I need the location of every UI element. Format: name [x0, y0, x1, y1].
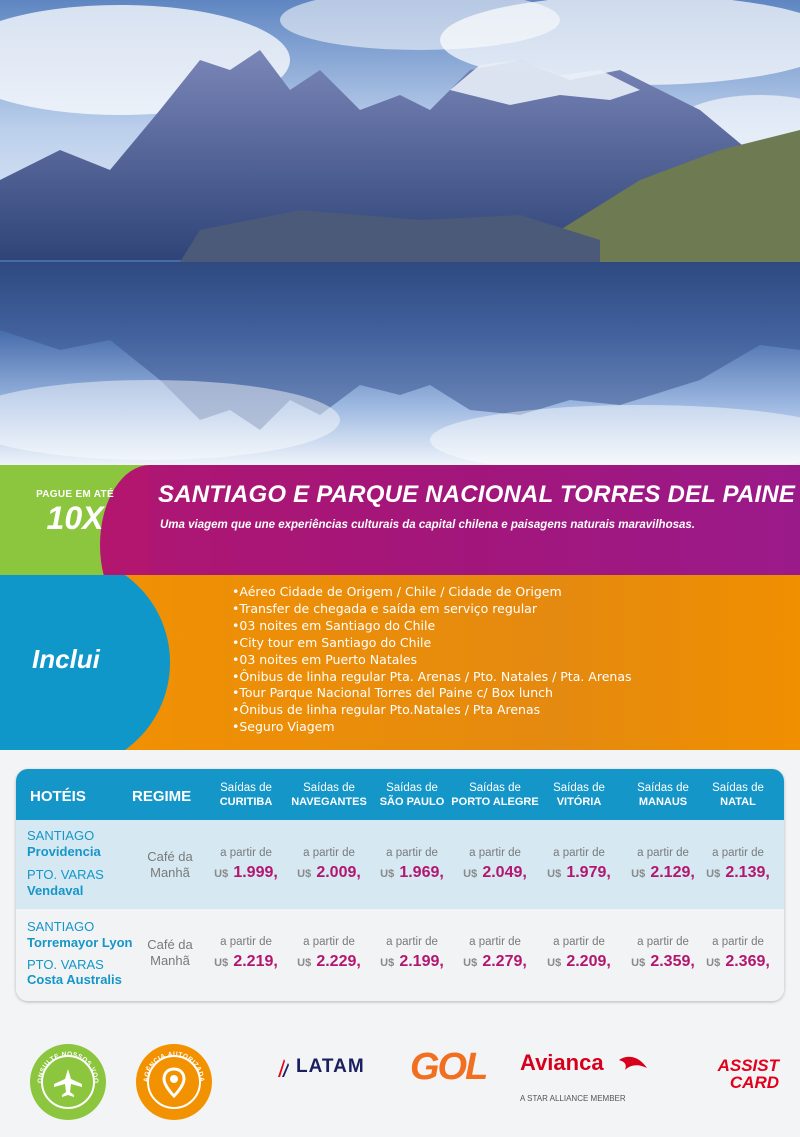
assist-card-line1: ASSIST [717, 1056, 779, 1075]
list-item: Ônibus de linha regular Pta. Arenas / Pt… [232, 669, 631, 686]
list-item: 03 noites em Santiago do Chile [232, 618, 632, 635]
hotel-name: Vendaval [27, 883, 84, 898]
price-cell: a partir de U$ 2.209, [547, 936, 611, 970]
price-cell: a partir de U$ 2.009, [297, 847, 361, 881]
price-cell: a partir de U$ 2.279, [463, 936, 527, 970]
hotel-city: SANTIAGO [27, 919, 95, 934]
list-item: Tour Parque Nacional Torres del Paine c/… [232, 685, 632, 702]
list-item: 03 noites em Puerto Natales [232, 652, 632, 669]
table-row: SANTIAGO Torremayor Lyon PTO. VARAS Cost… [16, 909, 784, 1001]
list-item: City tour em Santiago do Chile [232, 635, 632, 652]
regime-value: Café da Manhã [147, 937, 193, 968]
price-cell: a partir de U$ 2.199, [380, 936, 444, 970]
package-title: SANTIAGO E PARQUE NACIONAL TORRES DEL PA… [158, 481, 796, 508]
gol-logo: GOL [410, 1046, 488, 1088]
latam-logo-text: LATAM [296, 1056, 365, 1077]
price-table: HOTÉIS REGIME Saídas de CURITIBA Saídas d… [16, 769, 784, 1001]
hotel-name: Torremayor Lyon [27, 935, 133, 950]
price-cell: a partir de U$ 2.229, [297, 936, 361, 970]
column-header-navegantes: Saídas de NAVEGANTES [291, 782, 367, 808]
regime-value: Café da Manhã [147, 849, 193, 880]
regime-header: REGIME [132, 788, 192, 805]
hotel-city: PTO. VARAS [27, 957, 104, 972]
authorized-agency-badge: AGÊNCIA AUTORIZADA [136, 1044, 212, 1120]
list-item: Seguro Viagem [232, 719, 632, 736]
column-header-vitoria: Saídas de VITÓRIA [553, 782, 605, 808]
consult-flights-badge: CONSULTE NOSSOS VOOS [30, 1044, 106, 1120]
column-header-sao-paulo: Saídas de SÃO PAULO [379, 782, 445, 808]
avianca-logo-text: Avianca [520, 1050, 604, 1075]
column-header-manaus: Saídas de MANAUS [637, 782, 689, 808]
latam-mark-icon [278, 1059, 289, 1077]
column-header-natal: Saídas de NATAL [712, 782, 764, 808]
price-cell: a partir de U$ 2.139, [706, 847, 770, 881]
column-header-porto-alegre: Saídas de PORTO ALEGRE [451, 782, 539, 808]
avianca-bird-icon [619, 1056, 647, 1070]
star-alliance-tagline: A STAR ALLIANCE MEMBER [520, 1094, 626, 1103]
list-item: Ônibus de linha regular Pto.Natales / Pt… [232, 702, 632, 719]
hotel-city: SANTIAGO [27, 828, 95, 843]
table-header: HOTÉIS REGIME Saídas de CURITIBA Saídas d… [16, 769, 784, 820]
airplane-icon [41, 1055, 95, 1109]
hotel-name: Costa Australis [27, 972, 122, 987]
assist-card-line2: CARD [729, 1073, 779, 1092]
footer [0, 1010, 800, 1137]
price-cell: a partir de U$ 2.369, [706, 936, 770, 970]
hotels-header: HOTÉIS [30, 788, 86, 805]
table-row: SANTIAGO Providencia PTO. VARAS Vendaval… [16, 820, 784, 909]
hotel-name: Providencia [27, 844, 101, 859]
price-cell: a partir de U$ 2.219, [214, 936, 278, 970]
list-item: Transfer de chegada e saída em serviço r… [232, 601, 632, 618]
list-item: Aéreo Cidade de Origem / Chile / Cidade … [232, 584, 632, 601]
price-cell: a partir de U$ 2.049, [463, 847, 527, 881]
location-pin-icon [147, 1055, 201, 1109]
hotel-city: PTO. VARAS [27, 867, 104, 882]
price-cell: a partir de U$ 1.999, [214, 847, 278, 881]
price-cell: a partir de U$ 2.129, [631, 847, 695, 881]
assist-card-logo: ASSIST CARD [667, 1057, 779, 1091]
column-header-curitiba: Saídas de CURITIBA [219, 782, 273, 808]
inclui-bubble [0, 575, 170, 750]
hero-landscape-image [0, 0, 800, 465]
price-cell: a partir de U$ 1.969, [380, 847, 444, 881]
package-subtitle: Uma viagem que une experiências culturai… [160, 519, 695, 531]
installments-tab [0, 465, 150, 575]
installments-label: PAGUE EM ATÉ [36, 489, 114, 500]
inclui-heading: Inclui [32, 644, 100, 674]
inclui-list: Aéreo Cidade de Origem / Chile / Cidade … [232, 584, 632, 736]
price-cell: a partir de U$ 1.979, [547, 847, 611, 881]
price-cell: a partir de U$ 2.359, [631, 936, 695, 970]
installments-value: 10X [46, 500, 104, 536]
